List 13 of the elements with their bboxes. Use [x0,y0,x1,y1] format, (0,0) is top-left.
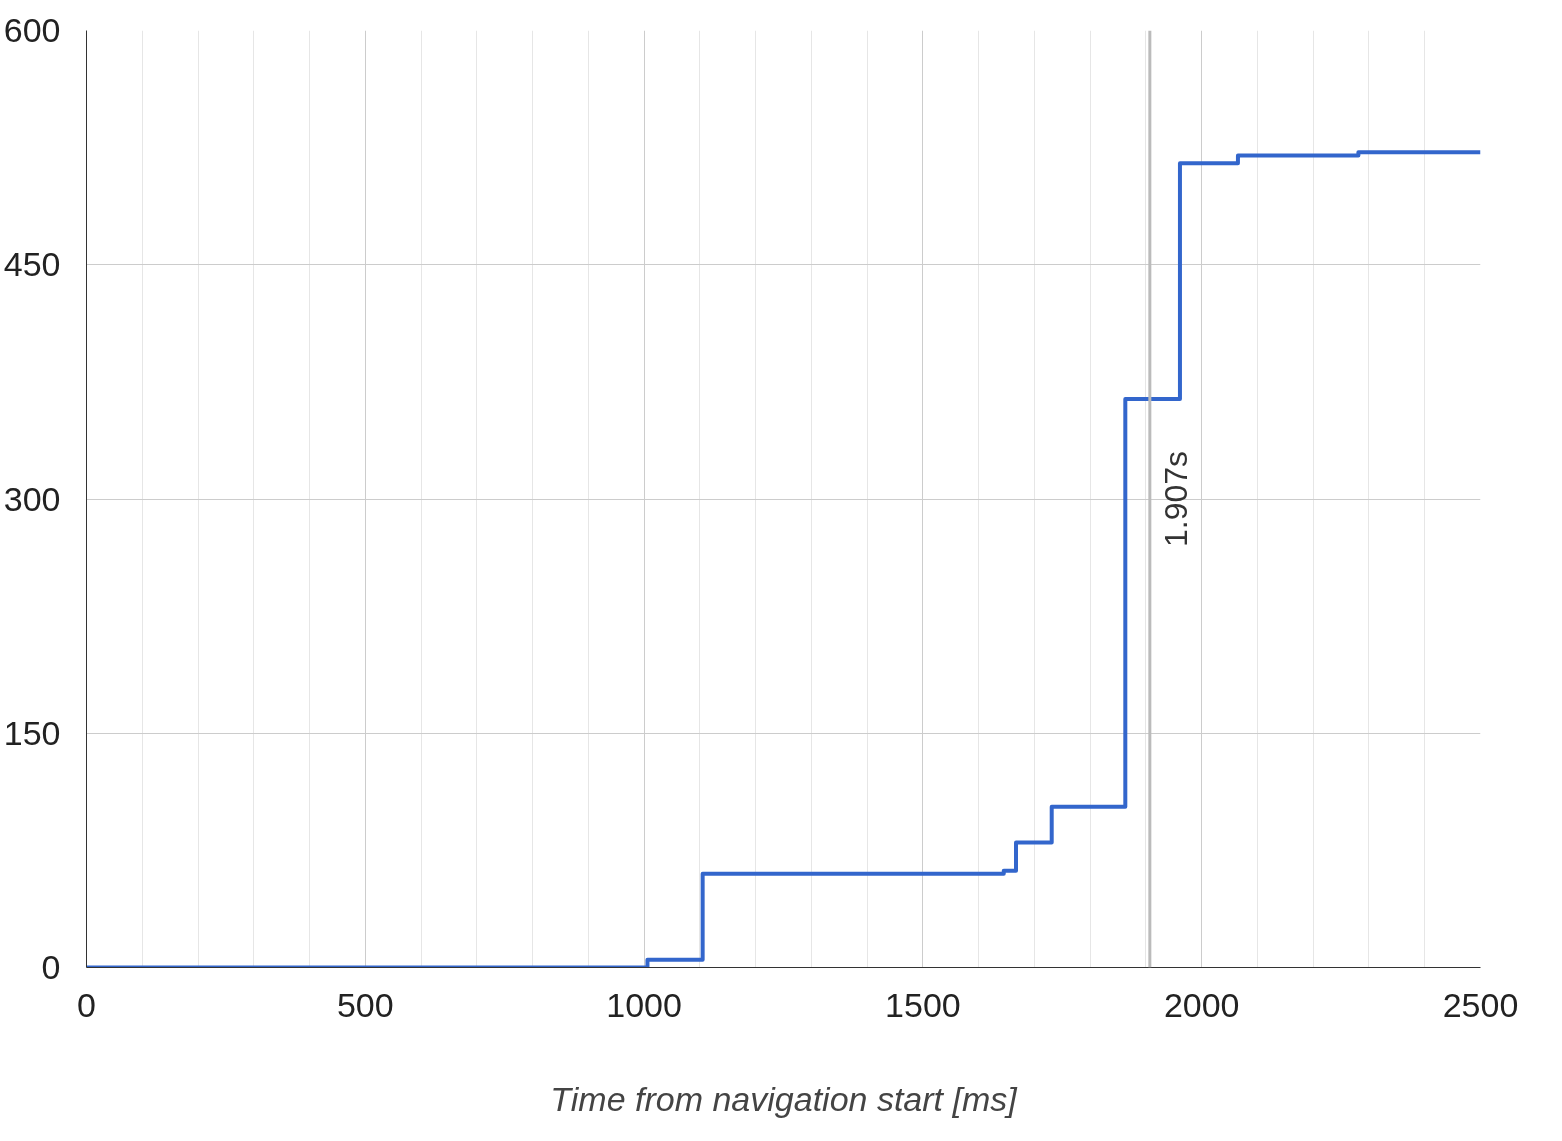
y-tick-label: 600 [3,11,61,49]
y-tick-label: 450 [3,245,61,284]
ref-line-label: 1.907s [1157,450,1194,548]
x-tick-label: 1500 [885,985,961,1024]
x-tick-label: 2500 [1442,985,1519,1024]
y-tick-label: 0 [41,948,61,986]
x-tick-label: 0 [77,985,96,1024]
x-tick-label: 500 [336,985,394,1024]
y-tick-label: 300 [3,479,61,518]
y-tick-label: 150 [3,713,61,752]
x-axis-title: Time from navigation start [ms] [550,1079,1019,1118]
x-tick-label: 1000 [606,985,682,1024]
x-tick-label: 2000 [1163,985,1240,1024]
